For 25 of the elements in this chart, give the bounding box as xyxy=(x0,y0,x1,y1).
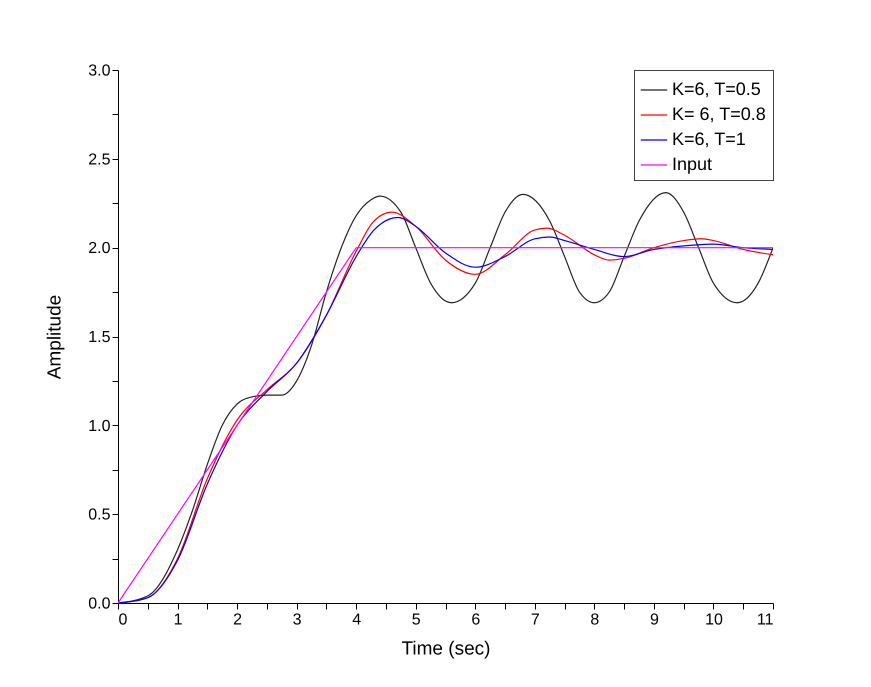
y-tick-label: 2.0 xyxy=(88,240,111,258)
x-tick-label: 9 xyxy=(650,612,659,628)
x-tick-label: 10 xyxy=(705,612,723,628)
y-tick-label: 0.5 xyxy=(88,506,111,524)
y-tick-label: 2.5 xyxy=(88,151,111,168)
x-tick-label: 11 xyxy=(756,612,774,628)
y-tick-label: 3.0 xyxy=(88,62,111,80)
legend-label: K=6, T=0.5 xyxy=(672,79,761,99)
x-tick-label: 1 xyxy=(174,612,183,628)
y-tick-label: 1.0 xyxy=(88,418,111,435)
x-axis-title: Time (sec) xyxy=(401,638,491,660)
x-tick-label: 3 xyxy=(292,612,302,628)
x-tick-label: 8 xyxy=(590,612,600,628)
legend-label: K= 6, T=0.8 xyxy=(672,104,766,124)
y-tick-label: 0.0 xyxy=(88,596,111,612)
y-axis-title: Amplitude xyxy=(44,294,66,380)
legend-label: K=6, T=1 xyxy=(672,129,746,149)
legend-label: Input xyxy=(672,154,712,174)
x-tick-label: 4 xyxy=(352,612,362,628)
x-tick-label: 7 xyxy=(530,612,540,628)
x-tick-label: 2 xyxy=(233,612,242,628)
x-tick-label: 5 xyxy=(412,612,421,628)
x-tick-label: 6 xyxy=(471,612,480,628)
y-tick-label: 1.5 xyxy=(88,329,111,346)
x-tick-label: 0 xyxy=(118,612,128,628)
